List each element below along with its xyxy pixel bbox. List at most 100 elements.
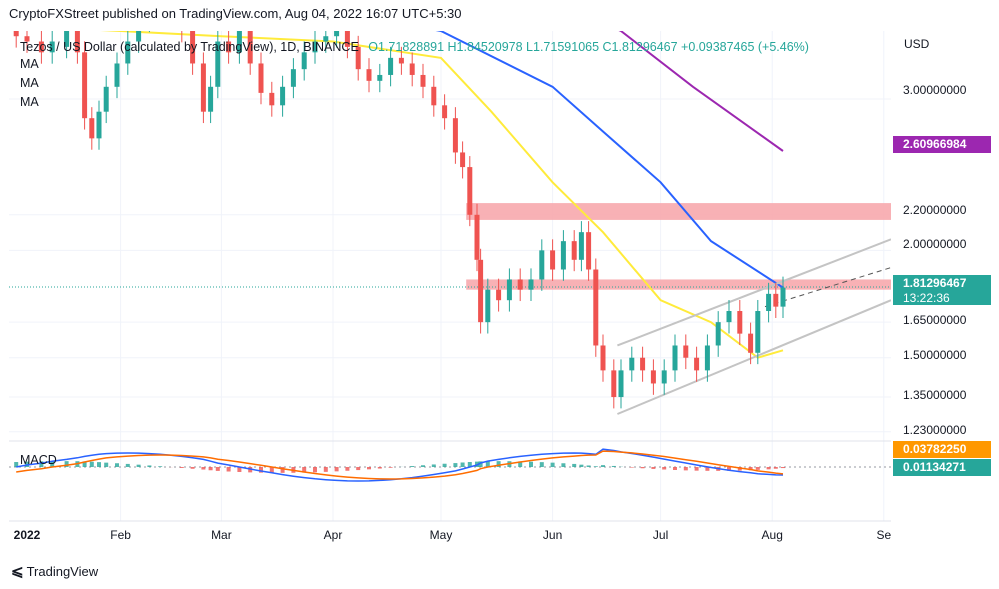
candle-body <box>726 311 732 323</box>
macd-line <box>16 448 784 482</box>
macd-histogram-bar <box>208 467 213 471</box>
candle-body <box>89 118 95 139</box>
tradingview-brand: TradingView <box>26 563 99 579</box>
candle-body <box>64 31 70 47</box>
macd-histogram-bar <box>601 465 605 467</box>
macd-badge: 0.03782250 <box>893 441 991 458</box>
candle-body <box>431 86 437 106</box>
price-tick: 2.20000000 <box>903 203 967 217</box>
macd-histogram-bar <box>237 467 242 472</box>
time-axis-label: Apr <box>324 528 343 542</box>
candle-body <box>409 63 415 75</box>
candle-body <box>24 36 30 42</box>
macd-histogram-bar <box>529 461 533 467</box>
candle-body <box>478 259 484 323</box>
time-axis-label: Jun <box>543 528 562 542</box>
candle-body <box>550 250 556 270</box>
macd-histogram-bar <box>496 461 501 467</box>
macd-histogram-bar <box>737 467 742 471</box>
candle-body <box>136 31 142 42</box>
candle-body <box>236 31 242 53</box>
candle-body <box>420 74 426 87</box>
candle-body <box>269 92 275 106</box>
macd-histogram-bar <box>442 463 447 467</box>
candle-body <box>528 279 534 290</box>
macd-histogram-bar <box>215 467 220 471</box>
ma-label-2[interactable]: MA <box>20 76 39 90</box>
macd-histogram-bar <box>431 464 436 467</box>
price-scale[interactable]: USD 3.00000000 2.20000000 2.00000000 1.6… <box>891 31 999 551</box>
candle-body <box>571 241 577 260</box>
ma50-line <box>100 31 784 359</box>
macd-histogram-bar <box>313 467 317 473</box>
tradingview-logo[interactable]: ⩽ TradingView <box>11 562 98 580</box>
macd-histogram-bar <box>629 467 634 468</box>
ma-label-3[interactable]: MA <box>20 95 39 109</box>
macd-histogram-bar <box>89 461 94 467</box>
candle-body <box>442 105 448 119</box>
candle-body <box>766 293 772 312</box>
macd-histogram-bar <box>727 467 731 471</box>
symbol-title: Tezos / US Dollar (calculated by Trading… <box>20 40 359 54</box>
candle-body <box>200 63 206 112</box>
macd-histogram-bar <box>14 462 19 467</box>
last-price-value: 1.81296467 <box>903 276 967 290</box>
macd-histogram-bar <box>593 466 598 467</box>
candle-body <box>780 287 786 307</box>
candle-body <box>485 289 491 323</box>
candle-body <box>661 370 667 384</box>
macd-histogram-bar <box>651 467 656 469</box>
macd-label[interactable]: MACD <box>20 453 57 467</box>
candle-body <box>103 86 109 112</box>
macd-histogram-bar <box>755 467 760 470</box>
price-tick: 2.00000000 <box>903 237 967 251</box>
price-chart[interactable]: 2022 Feb Mar Apr May Jun Jul Aug Se <box>9 31 891 551</box>
candle-body <box>517 279 523 290</box>
time-axis-label: Se <box>876 528 891 542</box>
candle-body <box>650 370 656 384</box>
candle-body <box>593 269 599 346</box>
candle-body <box>578 232 584 260</box>
candle-body <box>312 41 318 53</box>
candle-body <box>560 241 566 270</box>
macd-histogram-bar <box>410 466 415 467</box>
candle-body <box>611 370 617 398</box>
candle-body <box>474 214 480 260</box>
macd-histogram-bar <box>226 467 231 472</box>
time-axis-label: 2022 <box>14 528 41 542</box>
macd-histogram-bar <box>356 467 361 471</box>
macd-histogram-bar <box>115 463 119 467</box>
candle-body <box>600 345 606 371</box>
macd-histogram-bar <box>572 463 577 467</box>
macd-histogram-bar <box>97 462 101 467</box>
candle-body <box>125 41 131 64</box>
macd-histogram-bar <box>478 461 483 467</box>
macd-histogram-bar <box>136 464 141 467</box>
candle-body <box>280 86 286 106</box>
price-tick: 1.35000000 <box>903 388 967 402</box>
symbol-legend[interactable]: Tezos / US Dollar (calculated by Trading… <box>20 40 809 54</box>
candle-body <box>618 370 624 398</box>
macd-histogram-bar <box>158 466 163 467</box>
macd-histogram-bar <box>673 467 677 470</box>
macd-histogram-bar <box>323 467 328 472</box>
channel-upper <box>617 238 891 347</box>
candle-body <box>496 289 502 301</box>
macd-histogram-bar <box>705 467 710 471</box>
macd-histogram-bar <box>280 467 285 473</box>
candle-body <box>715 322 721 346</box>
macd-histogram-bar <box>39 461 44 467</box>
candle-body <box>773 293 779 307</box>
macd-histogram-bar <box>518 461 523 467</box>
time-axis-label: Feb <box>110 528 131 542</box>
bar-countdown: 13:22:36 <box>903 291 950 305</box>
macd-histogram-bar <box>485 461 490 467</box>
price-tick: 1.65000000 <box>903 313 967 327</box>
channel-lower <box>617 299 891 415</box>
candle-body <box>694 357 700 371</box>
ma-label-1[interactable]: MA <box>20 57 39 71</box>
macd-histogram-bar <box>683 467 688 471</box>
candle-body <box>344 31 350 47</box>
chart-area[interactable]: 2022 Feb Mar Apr May Jun Jul Aug Se <box>9 31 891 551</box>
candle-body <box>290 69 296 87</box>
